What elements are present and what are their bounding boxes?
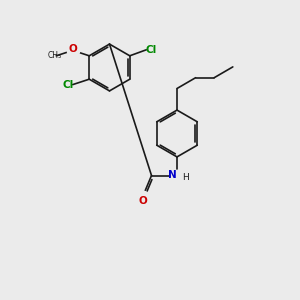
Text: Cl: Cl: [62, 80, 74, 90]
Text: H: H: [182, 172, 189, 182]
Text: O: O: [138, 196, 147, 206]
Text: N: N: [168, 170, 177, 181]
Text: CH₃: CH₃: [48, 51, 62, 60]
Text: O: O: [68, 44, 77, 54]
Text: Cl: Cl: [146, 45, 157, 55]
